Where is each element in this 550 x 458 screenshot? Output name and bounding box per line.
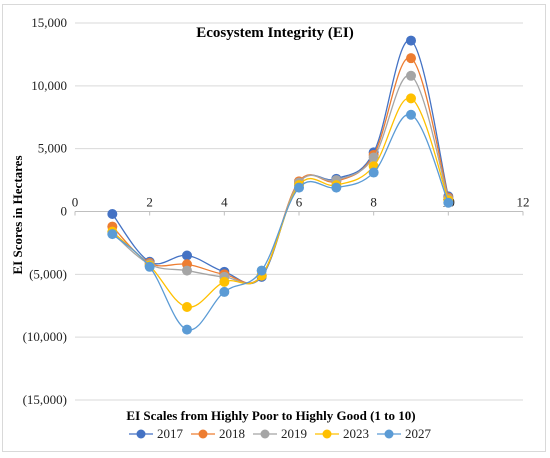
data-point	[331, 182, 342, 193]
data-point	[368, 152, 379, 163]
data-point	[406, 35, 416, 46]
data-point	[406, 53, 416, 64]
y-tick-label: 15,000	[31, 15, 67, 30]
data-point	[144, 261, 155, 272]
data-point	[107, 229, 118, 240]
y-tick-label: (10,000)	[23, 329, 67, 344]
y-tick-label: 5,000	[38, 141, 67, 156]
series-line	[111, 74, 449, 285]
legend-swatch-marker	[198, 429, 208, 439]
series-line	[111, 114, 449, 331]
y-tick-label: (15,000)	[23, 392, 67, 407]
legend-swatch-marker	[384, 429, 394, 439]
series-2017	[107, 35, 454, 285]
data-point	[368, 167, 379, 178]
series-2018	[107, 53, 454, 284]
y-tick-label: (5,000)	[29, 266, 67, 281]
legend-swatch-marker	[322, 429, 332, 439]
data-point	[182, 265, 192, 276]
legend-item: 2017	[129, 426, 184, 441]
legend-item: 2027	[377, 426, 432, 441]
legend-swatch-marker	[260, 429, 270, 439]
data-point	[294, 182, 304, 193]
legend-label: 2023	[343, 426, 369, 441]
data-point	[182, 324, 192, 335]
x-axis-label: EI Scales from Highly Poor to Highly Goo…	[126, 408, 415, 423]
data-point	[219, 276, 230, 287]
chart-frame: 15,000 10,000 5,000 0 (5,000) (10,000) (15,000…	[2, 4, 546, 452]
data-point	[406, 109, 416, 120]
x-tick-label: 2	[146, 195, 153, 210]
data-point	[406, 70, 416, 81]
line-chart: 15,000 10,000 5,000 0 (5,000) (10,000) (15,000…	[10, 15, 530, 441]
x-tick-label: 6	[296, 195, 303, 210]
data-point	[182, 250, 192, 261]
series-2023	[107, 93, 454, 313]
x-tick-label: 8	[370, 195, 377, 210]
legend-swatch-marker	[136, 429, 146, 439]
y-axis-label: EI Scores in Hectares	[10, 155, 25, 274]
x-tick-label: 4	[221, 195, 228, 210]
legend: 2017 2018 2019 2023 2027	[129, 426, 432, 441]
data-point	[182, 302, 192, 313]
legend-item: 2023	[315, 426, 369, 441]
axes	[74, 211, 524, 216]
series-2027	[107, 109, 454, 335]
legend-label: 2018	[219, 426, 245, 441]
data-point	[406, 93, 416, 104]
y-tick-label: 10,000	[31, 78, 67, 93]
legend-label: 2017	[157, 426, 184, 441]
data-point	[256, 265, 267, 276]
x-tick-label: 0	[72, 195, 79, 210]
legend-item: 2019	[253, 426, 307, 441]
data-point	[443, 197, 454, 208]
series-line	[111, 97, 449, 308]
legend-item: 2018	[191, 426, 245, 441]
chart-title: Ecosystem Integrity (EI)	[196, 25, 353, 41]
tick-labels: 15,000 10,000 5,000 0 (5,000) (10,000) (15,000…	[23, 15, 530, 407]
y-tick-label: 0	[61, 204, 68, 219]
series-2019	[107, 70, 454, 285]
data-point	[107, 209, 118, 220]
legend-label: 2019	[281, 426, 307, 441]
legend-label: 2027	[405, 426, 432, 441]
data-point	[219, 286, 230, 297]
x-tick-label: 12	[517, 195, 530, 210]
series-group	[107, 35, 454, 335]
